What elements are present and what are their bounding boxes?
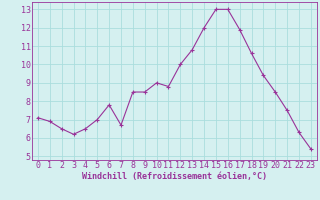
X-axis label: Windchill (Refroidissement éolien,°C): Windchill (Refroidissement éolien,°C): [82, 172, 267, 181]
